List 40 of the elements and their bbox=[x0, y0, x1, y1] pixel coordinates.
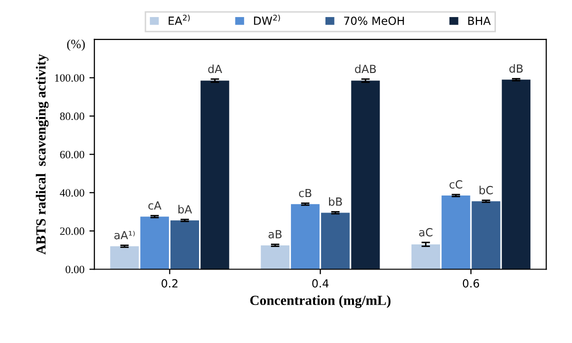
y-tick-label: 100.00 bbox=[55, 74, 84, 82]
text: (%) bbox=[67, 39, 85, 51]
data-label: dAB bbox=[354, 64, 376, 74]
data-label: cA bbox=[148, 201, 162, 210]
data-label: bB bbox=[329, 197, 342, 206]
legend-label: DW$^{2)}$ bbox=[254, 14, 280, 25]
x-axis-title: Concentration (mg/mL) bbox=[250, 295, 390, 308]
bar bbox=[170, 220, 200, 270]
y-tick-label: 40.00 bbox=[60, 189, 84, 197]
bar bbox=[140, 216, 169, 270]
data-label: aC bbox=[419, 228, 432, 236]
x-tick-label: 0.6 bbox=[462, 279, 480, 288]
bar bbox=[321, 212, 350, 270]
data-label: bA bbox=[178, 204, 192, 214]
bar bbox=[472, 201, 500, 270]
x-tick-label: 0.2 bbox=[162, 279, 178, 288]
data-label: dB bbox=[509, 64, 523, 73]
data-label: aA¹⁾ bbox=[114, 230, 135, 240]
bar bbox=[442, 196, 470, 270]
data-label: aB bbox=[268, 230, 282, 238]
y-tick-label: 80.00 bbox=[60, 112, 84, 120]
legend-label: 70% MeOH bbox=[344, 16, 404, 25]
data-label: dA bbox=[208, 64, 222, 74]
bar bbox=[290, 204, 320, 270]
data-label: cB bbox=[299, 188, 312, 198]
bar bbox=[351, 80, 380, 270]
y-tick-label: 60.00 bbox=[60, 150, 84, 158]
data-label: bC bbox=[480, 186, 493, 194]
bar bbox=[260, 245, 290, 270]
x-tick-label: 0.4 bbox=[312, 279, 329, 288]
y-tick-label: 0.00 bbox=[66, 266, 84, 274]
legend-label: EA$^{2)}$ bbox=[168, 14, 190, 25]
data-label: cC bbox=[450, 180, 462, 189]
bar bbox=[502, 80, 530, 270]
legend-label: BHA bbox=[468, 16, 491, 25]
bar bbox=[411, 244, 440, 270]
bar bbox=[200, 80, 230, 270]
bar bbox=[110, 246, 139, 270]
y-axis-title: ABTS radical scavenging activity bbox=[36, 54, 49, 255]
y-tick-label: 20.00 bbox=[60, 227, 84, 235]
